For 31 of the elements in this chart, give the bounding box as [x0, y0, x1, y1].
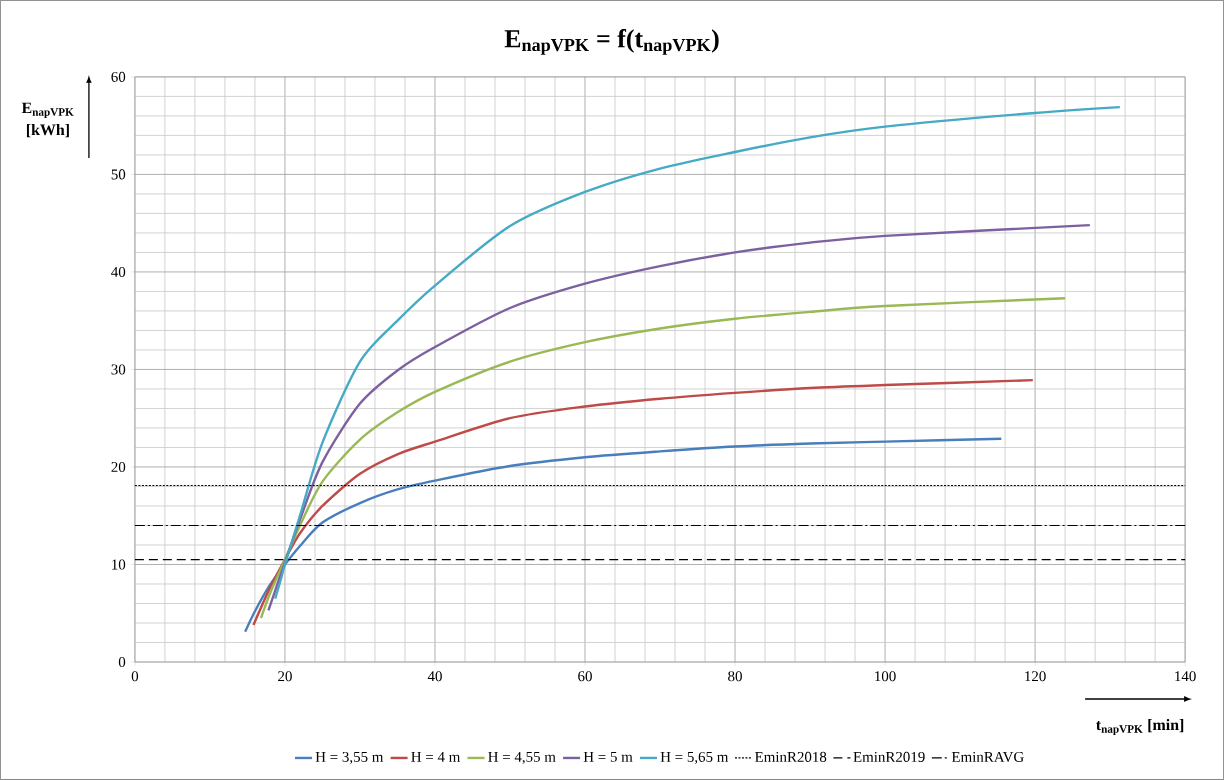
line-series [252, 379, 1035, 627]
legend-label: H = 3,55 m [315, 751, 384, 765]
line-series [267, 223, 1092, 612]
line-series [244, 437, 1003, 633]
line-series [259, 297, 1067, 620]
x-tick-label: 40 [427, 671, 442, 682]
x-tick-label: 100 [875, 671, 896, 682]
x-axis-title: t$_{napVPK}$ [min] [1096, 719, 1184, 736]
legend-label: H = 5 m [583, 751, 633, 762]
y-tick-label: 10 [112, 559, 126, 570]
x-tick-label: 80 [728, 671, 742, 682]
legend-label: EminRAVG [951, 751, 1024, 763]
x-tick-label: 140 [1175, 671, 1196, 682]
y-tick-label: 20 [111, 461, 126, 473]
legend-label: EminR2019 [853, 751, 925, 762]
y-tick-label: 40 [111, 266, 126, 277]
legend-label: EminR2018 [755, 751, 827, 762]
x-tick-label: 0 [131, 671, 139, 682]
y-axis-title: E$_{napVPK}$ [kWh] [21, 102, 74, 138]
y-tick-label: 60 [111, 71, 126, 82]
x-tick-label: 60 [578, 671, 592, 682]
y-tick-label: 50 [111, 169, 126, 180]
chart-title: E$_{napVPK}$ = f(t$_{napVPK}$) [504, 29, 719, 55]
legend-label: H = 4,55 m [488, 751, 556, 765]
x-tick-label: 120 [1025, 671, 1046, 682]
y-tick-label: 0 [118, 656, 126, 668]
legend-label: H = 4 m [411, 751, 461, 762]
legend-label: H = 5,65 m [660, 751, 729, 765]
line-series [274, 105, 1122, 600]
x-tick-label: 20 [278, 671, 292, 682]
y-tick-label: 30 [111, 364, 126, 375]
